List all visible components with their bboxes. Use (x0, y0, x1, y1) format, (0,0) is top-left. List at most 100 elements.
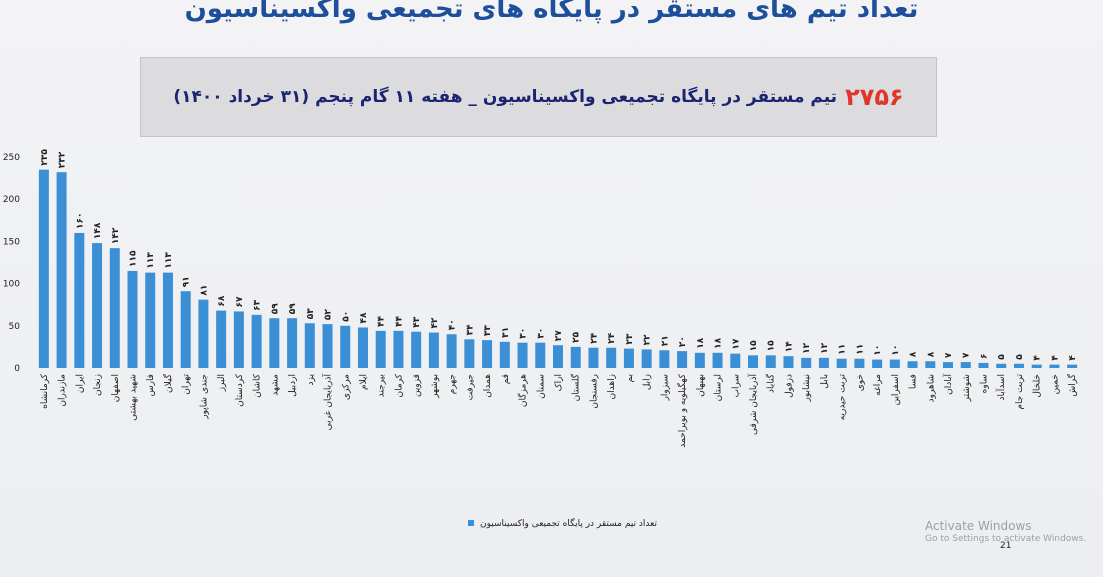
data-label: ۱۱ (838, 344, 848, 355)
x-tick-label: شهید بهشتی (129, 374, 139, 421)
bar (499, 341, 510, 368)
data-label: ۵۲ (324, 309, 334, 320)
x-tick-label: همدان (483, 374, 493, 398)
bar (570, 346, 581, 368)
data-label: ۴۲ (430, 317, 440, 328)
data-label: ۱۰ (873, 345, 883, 356)
data-label: ۱۴۲ (111, 227, 121, 244)
x-tick-label: کردستان (235, 373, 245, 407)
data-label: ۲۲ (643, 334, 653, 345)
bar (375, 330, 386, 368)
x-tick-label: بهبهان (696, 374, 706, 397)
bar (641, 349, 652, 368)
data-label: ۹۱ (182, 276, 192, 287)
bar (712, 352, 723, 368)
x-tick-label: اسفراین (891, 374, 901, 405)
bar (748, 355, 759, 368)
x-tick-label: مراغه (873, 374, 883, 396)
data-label: ۱۵ (749, 340, 759, 351)
data-label: ۳۰ (519, 328, 529, 339)
x-tick-label: جهرم (448, 374, 458, 394)
x-tick-label: فسا (909, 374, 919, 389)
watermark: Go to Settings to activate Windows. (925, 534, 1087, 544)
data-label: ۶۳ (253, 299, 263, 310)
y-tick-label: 100 (3, 280, 20, 290)
data-label: ۱۶۰ (75, 212, 85, 228)
bar (446, 334, 457, 368)
subtitle: تیم مستقر در پایگاه تجمیعی واکسیناسیون _… (173, 87, 838, 107)
bar (677, 351, 688, 368)
x-tick-label: گلستان (570, 373, 582, 401)
bar (464, 339, 475, 368)
data-label: ۱۸ (714, 337, 724, 348)
data-label: ۲۴ (607, 332, 617, 343)
bar (180, 291, 191, 368)
x-tick-label: ایلام (359, 374, 369, 390)
bar (659, 350, 670, 368)
data-label: ۲۰ (678, 336, 688, 347)
bar (694, 352, 705, 368)
bar (56, 172, 67, 368)
x-tick-label: زابل (643, 374, 653, 390)
data-label: ۷ (962, 352, 972, 358)
x-tick-label: اردبیل (288, 374, 298, 397)
data-label: ۴۴ (377, 315, 387, 326)
data-label: ۴۸ (359, 312, 369, 323)
bar (411, 331, 422, 368)
x-tick-label: تربت جام (1015, 374, 1025, 410)
legend-label: تعداد تیم مستقر در پایگاه تجمیعی واکسینا… (480, 517, 657, 529)
bar (1067, 364, 1078, 368)
bar (943, 362, 954, 368)
bar (428, 332, 439, 368)
x-tick-label: رفسنجان (589, 374, 599, 409)
x-tick-label: گناباد (765, 373, 777, 393)
data-label: ۱۱۵ (129, 250, 139, 267)
x-tick-label: شوشتر (962, 374, 972, 402)
x-tick-label: جیرفت (465, 374, 475, 400)
bar (553, 345, 563, 368)
x-tick-label: آبادان (942, 374, 954, 395)
highlight: ۲۷۵۶ (845, 83, 904, 111)
bar (960, 362, 971, 368)
bar (251, 314, 262, 368)
data-label: ۵۰ (341, 311, 351, 322)
data-label: ۳۴ (465, 324, 475, 335)
bar (783, 356, 794, 368)
bar (393, 330, 404, 368)
chart-title: تعداد تیم های مستقر در پایگاه های تجمیعی… (184, 0, 919, 24)
bar (269, 318, 280, 368)
x-tick-label: آذربایجان غربی (322, 374, 334, 431)
bar (623, 348, 634, 368)
data-label: ۴۰ (448, 319, 458, 330)
data-label: ۴ (1050, 355, 1060, 361)
x-tick-label: کهگیلویه و بویراحمد (676, 373, 688, 447)
data-label: ۱۱ (855, 344, 865, 355)
page-number: 21 (1000, 541, 1011, 551)
x-tick-label: هرمزگان (517, 374, 529, 407)
bar (340, 325, 351, 368)
legend-swatch (468, 520, 474, 526)
y-tick-label: 50 (9, 322, 21, 332)
bar (1013, 363, 1024, 368)
data-label: ۱۵ (767, 340, 777, 351)
y-tick-label: 150 (3, 237, 20, 247)
x-tick-label: مازندران (58, 374, 68, 407)
data-label: ۱۱۳ (146, 252, 156, 269)
data-label: ۲۳۵ (40, 149, 50, 166)
bar (357, 327, 368, 368)
x-tick-label: سمنان (536, 374, 546, 399)
x-tick-label: زاهدان (607, 374, 617, 399)
x-tick-label: اراک (553, 374, 564, 391)
data-label: ۵۳ (306, 308, 316, 319)
x-tick-label: یزد (306, 374, 316, 386)
y-tick-label: 0 (14, 364, 20, 374)
bar (801, 357, 812, 368)
data-label: ۵ (1015, 354, 1025, 360)
bar (233, 311, 244, 368)
bar (74, 232, 85, 368)
bar (925, 361, 936, 368)
x-tick-label: البرز (217, 374, 227, 392)
x-tick-label: کاشان (253, 373, 263, 398)
